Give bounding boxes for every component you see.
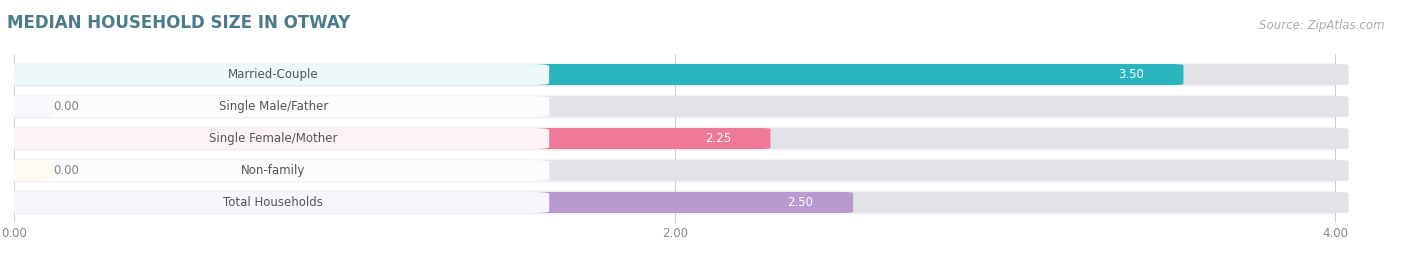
Text: Total Households: Total Households — [224, 196, 323, 209]
FancyBboxPatch shape — [14, 126, 1336, 151]
FancyBboxPatch shape — [1, 192, 1348, 213]
Text: Single Male/Father: Single Male/Father — [219, 100, 328, 113]
Text: Single Female/Mother: Single Female/Mother — [209, 132, 337, 145]
FancyBboxPatch shape — [14, 62, 1336, 87]
Text: 0.00: 0.00 — [53, 164, 80, 177]
FancyBboxPatch shape — [1, 160, 53, 181]
Text: 2.50: 2.50 — [787, 196, 814, 209]
FancyBboxPatch shape — [1, 128, 1348, 149]
FancyBboxPatch shape — [1, 64, 1348, 85]
FancyBboxPatch shape — [1, 128, 770, 149]
FancyBboxPatch shape — [0, 160, 550, 181]
FancyBboxPatch shape — [1, 160, 1348, 181]
Text: Non-family: Non-family — [242, 164, 305, 177]
FancyBboxPatch shape — [0, 64, 550, 85]
FancyBboxPatch shape — [1, 96, 53, 117]
Text: 3.50: 3.50 — [1118, 68, 1143, 81]
FancyBboxPatch shape — [1, 192, 853, 213]
FancyBboxPatch shape — [1, 96, 1348, 117]
Text: Married-Couple: Married-Couple — [228, 68, 319, 81]
FancyBboxPatch shape — [14, 190, 1336, 215]
FancyBboxPatch shape — [0, 192, 550, 213]
FancyBboxPatch shape — [14, 158, 1336, 183]
FancyBboxPatch shape — [14, 94, 1336, 119]
FancyBboxPatch shape — [0, 128, 550, 149]
FancyBboxPatch shape — [0, 96, 550, 117]
Text: MEDIAN HOUSEHOLD SIZE IN OTWAY: MEDIAN HOUSEHOLD SIZE IN OTWAY — [7, 14, 350, 32]
Text: Source: ZipAtlas.com: Source: ZipAtlas.com — [1260, 19, 1385, 32]
Text: 0.00: 0.00 — [53, 100, 80, 113]
FancyBboxPatch shape — [1, 64, 1184, 85]
Text: 2.25: 2.25 — [704, 132, 731, 145]
